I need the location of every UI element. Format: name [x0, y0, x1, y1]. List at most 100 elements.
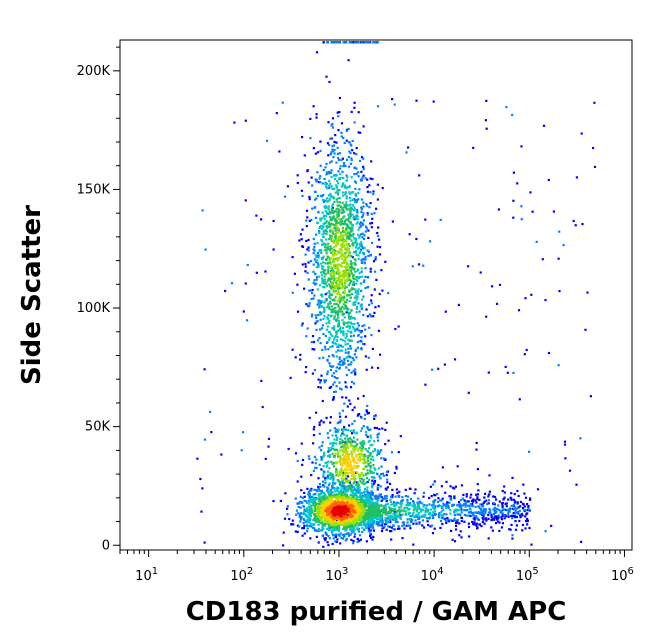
data-point [307, 455, 310, 458]
data-point [342, 334, 345, 337]
data-point [306, 169, 309, 172]
data-point [334, 266, 337, 269]
data-point [326, 504, 329, 507]
data-point [358, 246, 361, 249]
data-point [329, 527, 332, 530]
data-point [347, 454, 351, 458]
data-point [366, 497, 369, 500]
data-point [376, 488, 379, 491]
data-point [301, 527, 304, 530]
data-point [360, 513, 363, 516]
data-point [305, 225, 308, 228]
data-point [361, 498, 364, 501]
data-point [318, 226, 321, 229]
data-point [332, 288, 335, 291]
data-point [315, 502, 318, 506]
data-point [349, 203, 352, 206]
data-point [515, 511, 518, 514]
data-point [367, 464, 370, 467]
data-point [352, 508, 355, 511]
data-point [368, 452, 371, 455]
data-point [352, 498, 355, 501]
data-point [437, 500, 440, 504]
data-point [348, 196, 351, 199]
data-point [361, 245, 364, 248]
data-point [319, 224, 323, 228]
data-point [346, 278, 349, 281]
data-point [364, 328, 367, 331]
data-point [314, 466, 317, 469]
data-point [352, 492, 356, 495]
data-point [334, 490, 337, 493]
data-point [308, 511, 311, 514]
data-point [329, 449, 332, 452]
data-point [330, 508, 333, 511]
data-point [345, 325, 348, 328]
data-point [376, 231, 379, 235]
data-point [360, 495, 364, 498]
data-point [301, 263, 304, 266]
data-point [355, 307, 358, 311]
data-point [358, 504, 361, 507]
data-point [307, 261, 310, 264]
data-point [354, 241, 357, 244]
data-point [361, 530, 364, 534]
data-point [359, 493, 362, 496]
data-point [345, 504, 348, 507]
data-point [369, 270, 372, 273]
data-point [344, 497, 347, 500]
data-point [390, 507, 393, 510]
data-point [524, 297, 527, 300]
data-point [505, 502, 508, 505]
data-point [384, 443, 387, 446]
data-point [338, 297, 341, 300]
data-point [473, 523, 476, 526]
data-point [462, 493, 465, 496]
data-point [356, 538, 359, 541]
data-point [362, 462, 365, 465]
data-point [487, 495, 490, 498]
data-point [367, 472, 370, 475]
data-point [332, 240, 335, 243]
data-point [344, 468, 347, 471]
data-point [338, 274, 341, 277]
data-point [344, 186, 347, 189]
data-point [398, 527, 401, 530]
data-point [397, 506, 401, 509]
data-point [456, 465, 459, 468]
data-point [316, 259, 319, 262]
data-point [344, 415, 347, 418]
data-point [338, 470, 342, 473]
data-point [335, 332, 338, 335]
data-point [345, 435, 348, 438]
data-point [455, 524, 458, 527]
data-point [485, 99, 488, 102]
data-point [503, 485, 506, 488]
data-point [304, 371, 307, 374]
data-point [345, 301, 348, 304]
data-point [374, 258, 377, 261]
data-point [316, 513, 319, 516]
data-point [525, 348, 528, 352]
data-point [338, 189, 341, 192]
data-point [355, 507, 358, 510]
data-point [375, 495, 379, 498]
data-point [359, 523, 362, 527]
data-point [320, 300, 323, 303]
data-point [374, 306, 377, 309]
data-point [339, 363, 342, 366]
data-point [485, 499, 488, 502]
data-point [385, 497, 388, 500]
data-point [314, 493, 317, 496]
data-point [367, 527, 371, 530]
data-point [342, 487, 345, 490]
data-point [312, 428, 315, 431]
data-point [365, 496, 368, 499]
data-point [327, 277, 330, 280]
data-point [340, 462, 343, 465]
data-point [384, 508, 387, 511]
data-point [339, 326, 342, 329]
data-point [478, 512, 482, 515]
data-point [371, 502, 374, 505]
data-point [523, 353, 526, 356]
